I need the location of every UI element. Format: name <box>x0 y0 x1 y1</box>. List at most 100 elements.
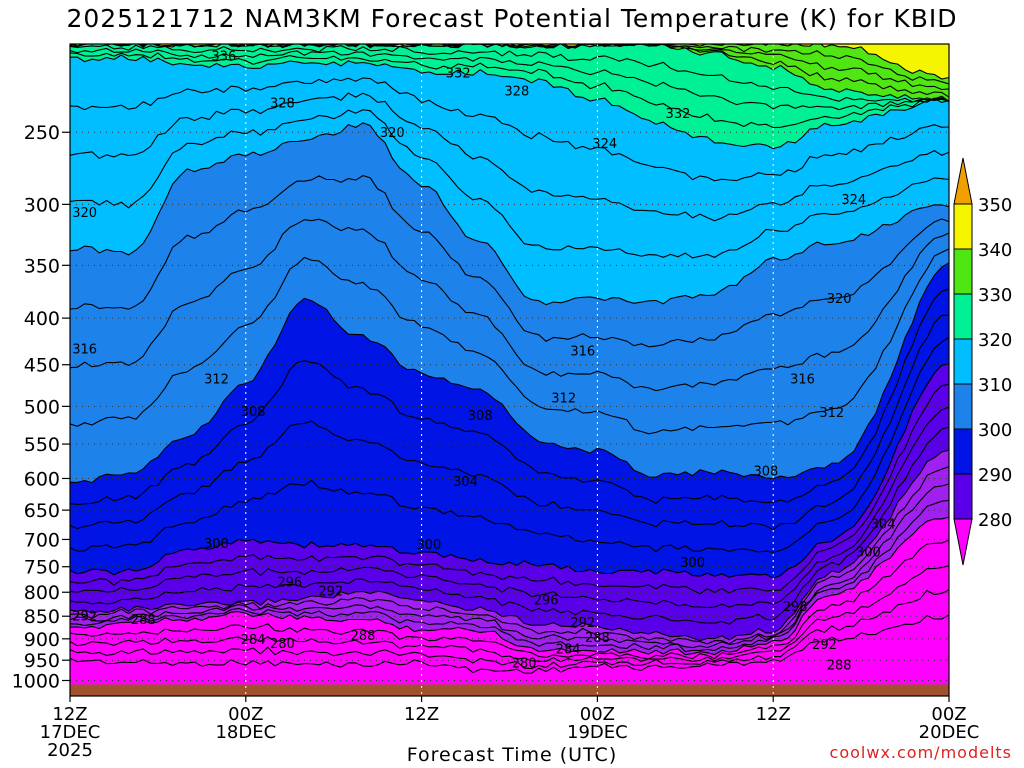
colorbar-label: 290 <box>978 465 1012 486</box>
y-tick-label: 1000 <box>12 670 60 692</box>
contour-label: 328 <box>270 97 295 112</box>
isentrope-line-350 <box>70 44 949 102</box>
contour-label: 304 <box>453 475 478 490</box>
y-axis: 2503003504004505005506006507007508008509… <box>12 122 70 692</box>
y-tick-label: 900 <box>24 629 60 651</box>
contour-label: 292 <box>812 638 837 653</box>
contour-label: 316 <box>790 373 815 388</box>
contour-label: 320 <box>827 292 852 307</box>
contour-label: 292 <box>72 609 97 624</box>
x-tick-date: 18DEC <box>215 722 276 743</box>
band-350 <box>70 44 949 102</box>
colorbar-segment-290 <box>953 428 973 475</box>
isentrope-line-310-3 <box>70 288 949 505</box>
contour-labels-layer: 336 332 328 328 332 320 324 324 320 320 316 316 312 3… <box>72 50 895 674</box>
isentrope-line-350-3 <box>70 44 949 85</box>
contour-label: 320 <box>380 126 405 141</box>
isentrope-lines-layer <box>70 44 949 674</box>
y-tick-label: 650 <box>24 500 60 522</box>
contour-label: 300 <box>204 537 229 552</box>
contour-label: 312 <box>551 392 576 407</box>
x-tick-label: 12Z <box>404 704 439 725</box>
colorbar: 280 290 300 310 320 330 340 350 <box>953 157 1012 566</box>
x-tick-date: 20DEC <box>919 722 980 743</box>
isentrope-line-280-2 <box>70 565 949 663</box>
contour-label: 312 <box>819 406 844 421</box>
terrain-layer <box>70 684 949 696</box>
y-tick-label: 400 <box>24 308 60 330</box>
colorbar-segment-310 <box>953 338 973 385</box>
isentrope-line-290 <box>70 516 949 656</box>
contour-label: 312 <box>204 373 229 388</box>
isentrope-line-330-1 <box>70 109 949 259</box>
colorbar-label: 320 <box>978 330 1012 351</box>
y-tick-label: 750 <box>24 557 60 579</box>
isentrope-line-310-1 <box>70 336 949 553</box>
contour-label: 284 <box>241 633 266 648</box>
colorbar-label: 340 <box>978 240 1012 261</box>
contour-label: 296 <box>277 576 302 591</box>
isentrope-line-330 <box>70 122 949 306</box>
x-tick-date: 17DEC <box>40 722 101 743</box>
contour-label: 324 <box>592 137 617 152</box>
contour-label: 288 <box>585 631 610 646</box>
credit-text: coolwx.com/modelts <box>829 743 1012 762</box>
x-axis-label: Forecast Time (UTC) <box>406 744 618 766</box>
contour-label: 316 <box>72 343 97 358</box>
contour-label: 280 <box>270 637 295 652</box>
y-tick-label: 500 <box>24 396 60 418</box>
y-tick-label: 550 <box>24 434 60 456</box>
isentrope-line-310 <box>70 363 949 580</box>
isentrope-line-290-2 <box>70 483 949 649</box>
isentrope-line-310-2 <box>70 314 949 531</box>
isentrope-line-300-3 <box>70 383 949 595</box>
contour-label: 336 <box>211 50 236 65</box>
contour-label: 292 <box>570 616 595 631</box>
isentrope-line-340-2 <box>70 47 949 111</box>
isentrope-line-340-3 <box>70 44 949 103</box>
contour-fill-layer <box>70 44 949 696</box>
colorbar-segment-300 <box>953 383 973 430</box>
contour-label: 292 <box>318 584 343 599</box>
x-tick-label: 12Z <box>52 704 87 725</box>
x-tick-label: 00Z <box>228 704 263 725</box>
contour-label: 280 <box>512 657 537 672</box>
y-tick-label: 250 <box>24 122 60 144</box>
contour-label: 308 <box>468 409 493 424</box>
isentrope-line-300-1 <box>70 426 949 625</box>
contour-label: 316 <box>570 344 595 359</box>
colorbar-label: 350 <box>978 195 1012 216</box>
y-tick-label: 850 <box>24 606 60 628</box>
isentrope-line-300-2 <box>70 406 949 609</box>
colorbar-segment-340 <box>953 203 973 250</box>
isentrope-line-330-3 <box>70 77 949 182</box>
y-tick-label: 950 <box>24 650 60 672</box>
ground-fill <box>70 684 949 696</box>
isentrope-line-330-2 <box>70 92 949 222</box>
isentrope-line-360 <box>70 44 949 80</box>
x-tick-label: 00Z <box>580 704 615 725</box>
contour-label: 296 <box>534 594 559 609</box>
y-tick-label: 350 <box>24 255 60 277</box>
isentrope-line-320 <box>70 262 949 484</box>
contour-label: 288 <box>351 629 376 644</box>
colorbar-label: 280 <box>978 510 1012 531</box>
isentrope-line-340-1 <box>70 52 949 129</box>
chart-title: 2025121712 NAM3KM Forecast Potential Tem… <box>66 4 958 33</box>
x-tick-date: 19DEC <box>567 722 628 743</box>
isentrope-line-320-1 <box>70 248 949 435</box>
plot-frame <box>69 43 950 697</box>
contour-label: 300 <box>856 546 881 561</box>
x-tick-label: 00Z <box>931 704 966 725</box>
isentrope-line-300 <box>70 449 949 642</box>
isentrope-line-280-1 <box>70 589 949 670</box>
y-tick-label: 800 <box>24 582 60 604</box>
contour-label: 320 <box>72 206 97 221</box>
y-tick-label: 300 <box>24 194 60 216</box>
colorbar-under-arrow <box>953 518 973 566</box>
colorbar-label: 310 <box>978 375 1012 396</box>
isentrope-line-340 <box>70 54 949 150</box>
isentrope-line-280-3 <box>70 539 949 660</box>
